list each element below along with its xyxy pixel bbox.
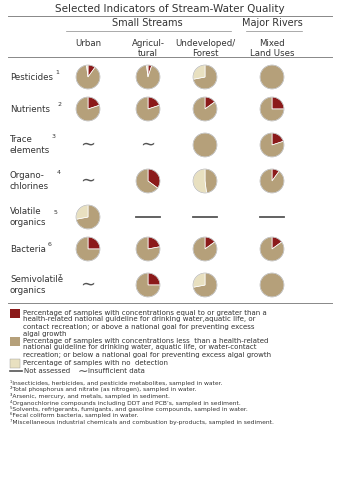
Text: ⁶Fecal coliform bacteria, sampled in water.: ⁶Fecal coliform bacteria, sampled in wat…: [10, 413, 138, 418]
Text: ⁷Miscellaneous industrial chemicals and combustion by-products, sampled in sedim: ⁷Miscellaneous industrial chemicals and …: [10, 419, 274, 425]
Bar: [10, 359, 20, 368]
Wedge shape: [272, 237, 282, 249]
Text: ∼: ∼: [78, 364, 88, 378]
Wedge shape: [260, 169, 284, 193]
Text: ∼: ∼: [81, 172, 96, 190]
Text: Major Rivers: Major Rivers: [242, 18, 302, 28]
Text: 1: 1: [55, 70, 59, 75]
Text: Mixed
Land Uses: Mixed Land Uses: [250, 39, 294, 59]
Wedge shape: [148, 237, 160, 249]
Wedge shape: [193, 65, 217, 89]
Wedge shape: [272, 169, 279, 181]
Text: ⁵Solvents, refrigerants, fumigants, and gasoline compounds, sampled in water.: ⁵Solvents, refrigerants, fumigants, and …: [10, 406, 248, 412]
Wedge shape: [260, 133, 284, 157]
Text: ³Arsenic, mercury, and metals, sampled in sediment.: ³Arsenic, mercury, and metals, sampled i…: [10, 393, 170, 399]
Text: Selected Indicators of Stream-Water Quality: Selected Indicators of Stream-Water Qual…: [55, 4, 285, 14]
Text: Organo-
chlorines: Organo- chlorines: [10, 171, 49, 191]
Text: Insufficient data: Insufficient data: [88, 368, 145, 374]
Text: 5: 5: [54, 210, 58, 215]
Text: Nutrients: Nutrients: [10, 104, 50, 113]
Wedge shape: [76, 97, 100, 121]
Wedge shape: [148, 97, 159, 109]
Wedge shape: [260, 273, 284, 297]
Wedge shape: [148, 169, 160, 188]
Bar: [10, 337, 20, 346]
Wedge shape: [272, 97, 284, 109]
Wedge shape: [272, 133, 284, 145]
Text: Agricul-
tural: Agricul- tural: [132, 39, 165, 59]
Text: Percentage of samples with concentrations less  than a health-related: Percentage of samples with concentration…: [23, 338, 268, 344]
Text: Bacteria: Bacteria: [10, 245, 46, 253]
Wedge shape: [136, 97, 160, 121]
Text: Small Streams: Small Streams: [112, 18, 182, 28]
Wedge shape: [193, 273, 205, 287]
Wedge shape: [193, 65, 205, 79]
Wedge shape: [260, 97, 284, 121]
Wedge shape: [76, 237, 100, 261]
Text: ⁴Organochlorine compounds including DDT and PCB’s, sampled in sediment.: ⁴Organochlorine compounds including DDT …: [10, 400, 241, 406]
Wedge shape: [193, 97, 217, 121]
Text: Urban: Urban: [75, 39, 101, 48]
Wedge shape: [193, 133, 217, 157]
Wedge shape: [205, 169, 217, 193]
Wedge shape: [88, 97, 99, 109]
Wedge shape: [193, 169, 206, 193]
Wedge shape: [193, 237, 217, 261]
Wedge shape: [88, 65, 95, 77]
Text: ²Total phosphorus and nitrate (as nitrogen), sampled in water.: ²Total phosphorus and nitrate (as nitrog…: [10, 387, 197, 393]
Text: 6: 6: [48, 242, 52, 247]
Text: Percentage of samples with no  detection: Percentage of samples with no detection: [23, 360, 168, 366]
Text: ∼: ∼: [81, 136, 96, 154]
Wedge shape: [136, 237, 160, 261]
Wedge shape: [136, 273, 160, 297]
Text: health-related national guideline for drinking water,aquatic life, or
contact re: health-related national guideline for dr…: [23, 316, 255, 337]
Wedge shape: [76, 205, 88, 219]
Wedge shape: [193, 273, 217, 297]
Wedge shape: [76, 205, 100, 229]
Wedge shape: [76, 65, 100, 89]
Wedge shape: [148, 65, 152, 77]
Text: ∼: ∼: [140, 136, 156, 154]
Text: Volatile
organics: Volatile organics: [10, 207, 47, 227]
Text: Trace
elements: Trace elements: [10, 135, 50, 155]
Text: ¹Insecticides, herbicides, and pesticide metabolites, sampled in water.: ¹Insecticides, herbicides, and pesticide…: [10, 380, 222, 386]
Wedge shape: [136, 169, 158, 193]
Text: 4: 4: [57, 170, 61, 175]
Wedge shape: [148, 273, 160, 285]
Wedge shape: [88, 237, 100, 249]
Text: Percentage of samples with concentrations equal to or greater than a: Percentage of samples with concentration…: [23, 310, 267, 316]
Text: 2: 2: [58, 101, 62, 106]
Wedge shape: [260, 237, 284, 261]
Wedge shape: [260, 65, 284, 89]
Text: Not assessed: Not assessed: [24, 368, 70, 374]
Wedge shape: [136, 65, 160, 89]
Wedge shape: [147, 65, 148, 77]
Text: national guideline for drinking water, aquatic life, or water-contact
recreation: national guideline for drinking water, a…: [23, 344, 271, 357]
Text: Pesticides: Pesticides: [10, 73, 53, 82]
Wedge shape: [205, 97, 215, 109]
Wedge shape: [205, 237, 215, 249]
Text: ∼: ∼: [81, 276, 96, 294]
Text: 3: 3: [52, 135, 56, 140]
Bar: [10, 309, 20, 318]
Wedge shape: [86, 65, 88, 77]
Text: Semivolatile
organics: Semivolatile organics: [10, 275, 63, 295]
Text: Undeveloped/
Forest: Undeveloped/ Forest: [175, 39, 235, 59]
Text: 7: 7: [57, 274, 61, 279]
